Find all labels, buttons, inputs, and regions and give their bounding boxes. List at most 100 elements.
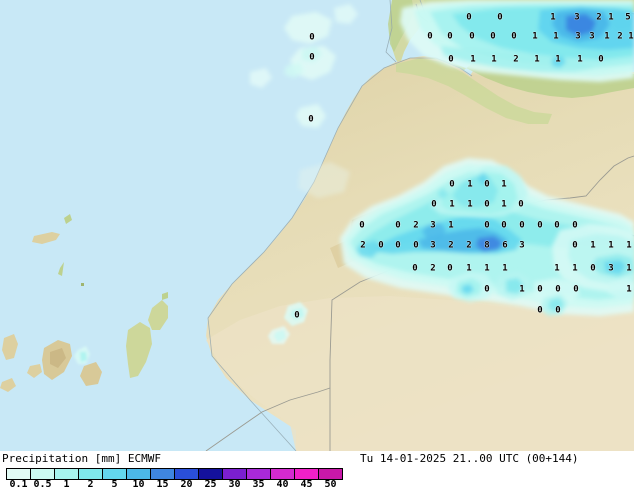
precip-value: 3	[608, 263, 614, 274]
precip-value: 1	[501, 199, 507, 210]
precip-value: 1	[501, 179, 507, 190]
precip-value: 0	[378, 240, 384, 251]
precip-value: 0	[511, 31, 517, 42]
precip-value: 0	[309, 32, 315, 43]
precip-value: 0	[590, 263, 596, 274]
color-swatch	[246, 469, 270, 479]
color-swatch	[54, 469, 78, 479]
precip-value: 1	[577, 54, 583, 65]
precip-value: 0	[466, 12, 472, 23]
precip-value: 0	[449, 179, 455, 190]
precip-value: 1	[626, 240, 632, 251]
precip-value: 0	[572, 240, 578, 251]
precip-value: 3	[574, 12, 580, 23]
scale-tick-label: 1	[63, 479, 70, 490]
precip-value: 0	[572, 220, 578, 231]
scale-tick-label: 0.5	[33, 479, 52, 490]
precip-value: 1	[590, 240, 596, 251]
precip-value: 1	[519, 284, 525, 295]
precip-value: 0	[484, 179, 490, 190]
color-swatch	[270, 469, 294, 479]
legend-footer: Precipitation [mm] ECMWF Tu 14-01-2025 2…	[0, 451, 634, 490]
color-swatch	[294, 469, 318, 479]
precip-value: 2	[617, 31, 623, 42]
precip-value: 1	[532, 31, 538, 42]
precip-value: 6	[502, 240, 508, 251]
precip-value: 0	[427, 31, 433, 42]
precip-value: 2	[466, 240, 472, 251]
precip-value: 0	[484, 284, 490, 295]
precip-value: 5	[625, 12, 631, 23]
precip-value: 1	[502, 263, 508, 274]
precip-value: 1	[555, 54, 561, 65]
precip-value: 1	[467, 179, 473, 190]
precip-value: 0	[598, 54, 604, 65]
precip-value: 0	[359, 220, 365, 231]
precip-value: 1	[553, 31, 559, 42]
scale-tick-label: 35	[252, 479, 265, 490]
precip-value: 0	[573, 284, 579, 295]
precip-value: 0	[518, 199, 524, 210]
color-scale-ticks: 0.1 0.5 1 2 5 10 15 20 25 30 35 40 45 50	[0, 479, 360, 490]
scale-tick-label: 0.1	[9, 479, 28, 490]
precip-value: 1	[608, 12, 614, 23]
precip-value: 2	[360, 240, 366, 251]
precip-value: 1	[626, 263, 632, 274]
color-scale-bar	[6, 468, 343, 480]
precip-value: 0	[308, 114, 314, 125]
precip-value: 0	[448, 54, 454, 65]
precip-value: 0	[309, 52, 315, 63]
color-swatch	[102, 469, 126, 479]
precip-value: 2	[413, 220, 419, 231]
precip-value: 1	[449, 199, 455, 210]
precip-value: 1	[628, 31, 634, 42]
scale-tick-label: 5	[111, 479, 118, 490]
precip-value: 0	[294, 310, 300, 321]
color-swatch	[174, 469, 198, 479]
precip-value: 1	[491, 54, 497, 65]
precip-value: 0	[469, 31, 475, 42]
precip-value: 0	[501, 220, 507, 231]
scale-tick-label: 2	[87, 479, 94, 490]
scale-tick-label: 25	[204, 479, 217, 490]
precip-value: 1	[467, 199, 473, 210]
precip-value: 1	[626, 284, 632, 295]
scale-tick-label: 30	[228, 479, 241, 490]
precip-value: 0	[555, 305, 561, 316]
precipitation-layer	[74, 0, 634, 364]
precip-value: 8	[484, 240, 490, 251]
precip-value: 0	[519, 220, 525, 231]
precip-value: 2	[448, 240, 454, 251]
precip-value: 2	[430, 263, 436, 274]
precip-value: 0	[484, 220, 490, 231]
precip-value: 3	[589, 31, 595, 42]
color-swatch	[7, 469, 30, 479]
precip-value: 2	[513, 54, 519, 65]
precip-value: 0	[412, 263, 418, 274]
precip-value: 1	[470, 54, 476, 65]
precip-value: 1	[484, 263, 490, 274]
color-swatch	[126, 469, 150, 479]
color-swatch	[30, 469, 54, 479]
scale-tick-label: 15	[156, 479, 169, 490]
precip-value: 1	[550, 12, 556, 23]
precip-value: 3	[575, 31, 581, 42]
precip-value: 1	[466, 263, 472, 274]
precip-value: 1	[572, 263, 578, 274]
precip-value: 0	[413, 240, 419, 251]
forecast-timestamp: Tu 14-01-2025 21..00 UTC (00+144)	[360, 452, 579, 465]
precip-value: 1	[604, 31, 610, 42]
precip-value: 0	[555, 284, 561, 295]
precip-value: 3	[430, 220, 436, 231]
scale-tick-label: 45	[300, 479, 313, 490]
precip-value: 1	[448, 220, 454, 231]
scale-tick-label: 50	[324, 479, 337, 490]
scale-tick-label: 40	[276, 479, 289, 490]
precip-value: 0	[484, 199, 490, 210]
color-swatch	[150, 469, 174, 479]
scale-tick-label: 20	[180, 479, 193, 490]
color-swatch	[318, 469, 342, 479]
